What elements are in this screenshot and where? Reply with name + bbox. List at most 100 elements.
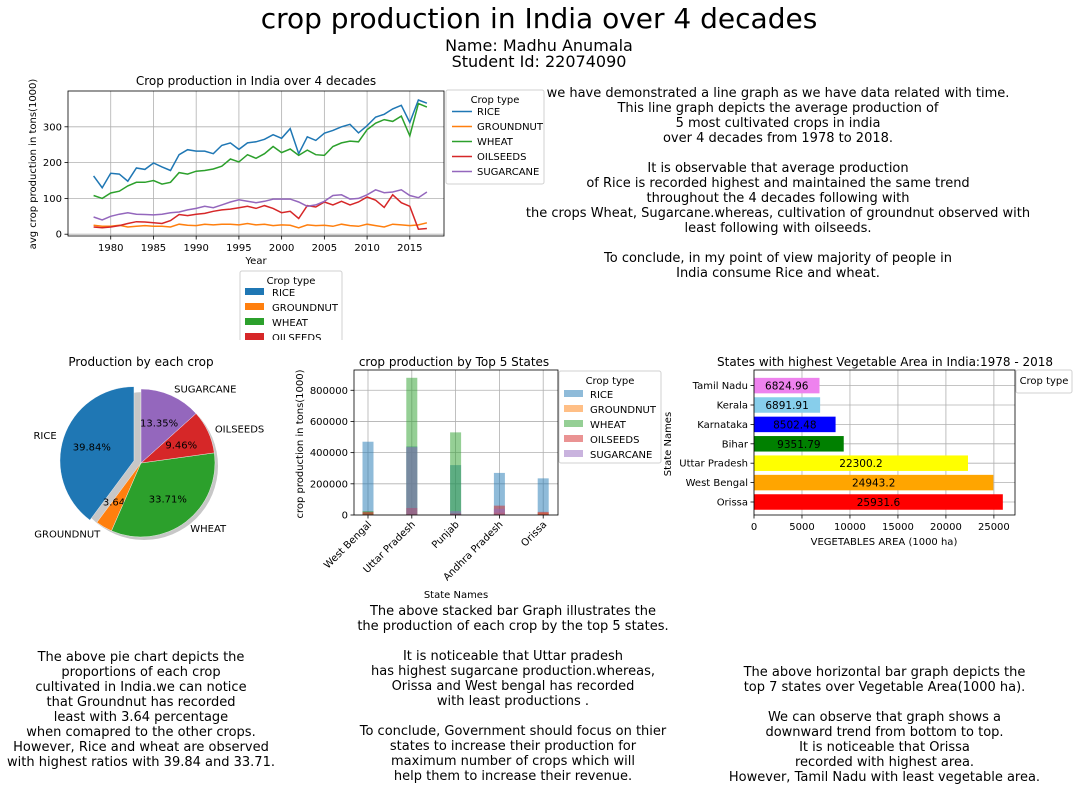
bar-ytick-label: 400000: [310, 448, 348, 459]
line-series-group: [92, 99, 428, 230]
hbar-value-label: 22300.2: [839, 458, 882, 470]
hbar-bar: [754, 377, 820, 394]
line-ytick-label: 0: [56, 230, 62, 241]
bar-oilseeds: [537, 511, 549, 515]
line-chart-title: Crop production in India over 4 decades: [136, 74, 376, 88]
hbar-ytick-label: Uttar Pradesh: [679, 459, 748, 470]
hbar-ytick-label: Orissa: [717, 498, 748, 509]
pie-slice-sugarcane: [140, 388, 197, 464]
hbar-chart-description: The above horizontal bar graph depicts t…: [728, 665, 1041, 785]
line-grid: [68, 91, 444, 236]
line-xtick-label: 2000: [269, 243, 294, 254]
bar-sugarcane: [493, 508, 505, 515]
legend-entry-groundnut: GROUNDNUT: [477, 122, 544, 133]
pie-chart: Production by each crop RICE 39.84% GROUND…: [33, 355, 264, 540]
line-xtick-label: 1980: [98, 243, 123, 254]
lower-legend-title: Crop type: [267, 276, 316, 287]
bar-legend-swatch: [564, 420, 583, 427]
student-name: Name: Madhu Anumala: [445, 36, 633, 55]
bar-ylabel: crop production in tons(1000): [295, 369, 306, 518]
bar-xtick-label: Orissa: [519, 519, 549, 549]
bar-wheat: [406, 377, 418, 515]
line-legend-title: Crop type: [471, 95, 520, 106]
line-series-wheat: [93, 102, 428, 200]
page-title: crop production in India over 4 decades: [260, 2, 818, 35]
line-series-oilseeds: [93, 193, 427, 230]
bar-legend-entry-wheat: WHEAT: [590, 420, 627, 431]
line-ylabel: avg crop production in tons(1000): [28, 79, 39, 250]
line-xtick-label: 1990: [183, 243, 208, 254]
hbar-value-label: 24943.2: [852, 478, 895, 490]
line-xtick-label: 2015: [397, 243, 422, 254]
line-ticks: 1980 1985 1990 1995 2000 2005 2010 2015 0 100 200 3…: [43, 122, 423, 254]
stacked-bar-chart: crop production by Top 5 States 0 200000 4…: [295, 355, 662, 601]
line-xtick-label: 2005: [312, 243, 337, 254]
hbar-legend: Crop type: [1015, 369, 1073, 394]
line-series-groundnut: [93, 222, 428, 229]
hbar-bar: [754, 474, 994, 491]
pie-slice-wheat: [111, 452, 216, 538]
hbar-xtick-label: 0: [751, 522, 757, 533]
bar-legend-swatch: [564, 405, 583, 412]
bar-oilseeds: [362, 511, 374, 515]
line-series-rice: [92, 99, 428, 190]
bar-rice: [362, 441, 374, 515]
legend-entry-sugarcane: SUGARCANE: [477, 167, 539, 178]
patch-legend-entry-oilseeds: OILSEEDS: [272, 333, 321, 340]
bar-ytick-label: 600000: [310, 417, 348, 428]
bar-sugarcane: [450, 511, 462, 515]
bar-legend-entry-oilseeds: OILSEEDS: [590, 435, 639, 446]
pie-chart-description: The above pie chart depicts the proporti…: [7, 650, 275, 770]
bar-chart-description: The above stacked bar Graph illustrates …: [357, 604, 669, 784]
patch-legend-entry-wheat: WHEAT: [272, 318, 309, 329]
legend-entry-rice: RICE: [477, 107, 500, 118]
patch-legend-entry-groundnut: GROUNDNUT: [272, 303, 339, 314]
hbar-value-label: 8502.48: [773, 419, 816, 431]
hbar-value-label: 9351.79: [777, 439, 820, 451]
pie-pct-oilseeds: 9.46%: [165, 440, 197, 451]
bar-legend-swatch: [564, 450, 583, 457]
hbar-ytick-label: Karnataka: [697, 420, 748, 431]
bar-legend-entry-rice: RICE: [590, 390, 613, 401]
line-xtick-label: 1995: [226, 243, 251, 254]
hbar-xtick-label: 25000: [978, 522, 1010, 533]
line-xtick-label: 2010: [354, 243, 379, 254]
hbar-bar: [754, 436, 844, 452]
hbar-bar: [754, 455, 968, 471]
hbar-chart-title: States with highest Vegetable Area in In…: [717, 355, 1053, 369]
bar-rice: [537, 478, 549, 515]
pie-label-rice: RICE: [33, 431, 56, 442]
bar-chart-title: crop production by Top 5 States: [359, 355, 549, 369]
pie-chart-title: Production by each crop: [68, 355, 213, 369]
bar-legend-swatch: [564, 435, 583, 442]
line-xlabel: Year: [244, 256, 267, 267]
horizontal-bar-chart: States with highest Vegetable Area in In…: [663, 355, 1073, 548]
line-chart: Crop production in India over 4 decades …: [28, 74, 545, 340]
pie-label-sugarcane: SUGARCANE: [174, 385, 236, 396]
pie-label-oilseeds: OILSEEDS: [215, 425, 264, 436]
bar-legend-entry-sugarcane: SUGARCANE: [590, 450, 652, 461]
hbar-legend-title: Crop type: [1020, 376, 1069, 387]
bar-wheat: [450, 432, 462, 515]
line-ytick-label: 200: [43, 158, 62, 169]
hbar-ytick-label: Bihar: [722, 439, 749, 450]
hbar-xtick-label: 5000: [789, 522, 814, 533]
bar-ytick-label: 200000: [310, 479, 348, 490]
hbar-value-label: 25931.6: [857, 497, 901, 509]
bar-xtick-label: Punjab: [430, 519, 462, 551]
hbar-bar: [754, 494, 1003, 510]
legend-entry-wheat: WHEAT: [477, 137, 514, 148]
pie-pct-wheat: 33.71%: [149, 494, 187, 505]
bar-legend: Crop type RICE GROUNDNUT WHEAT OILSEEDS SUGA…: [558, 370, 662, 464]
line-legend-right: Crop type RICE GROUNDNUT WHEAT OILSEEDS SUGA…: [445, 89, 545, 185]
hbar-xlabel: VEGETABLES AREA (1000 ha): [811, 537, 958, 548]
hbar-ylabel: State Names: [663, 412, 674, 476]
legend-entry-oilseeds: OILSEEDS: [477, 152, 526, 163]
bar-ytick-label: 0: [342, 511, 348, 522]
line-ytick-label: 300: [43, 122, 62, 133]
hbar-plot-frame: [753, 369, 1016, 516]
patch-legend-entry-rice: RICE: [272, 288, 295, 299]
bar-legend-swatch: [564, 390, 583, 397]
line-xtick-label: 1985: [141, 243, 166, 254]
pie-label-groundnut: GROUNDNUT: [34, 529, 101, 540]
